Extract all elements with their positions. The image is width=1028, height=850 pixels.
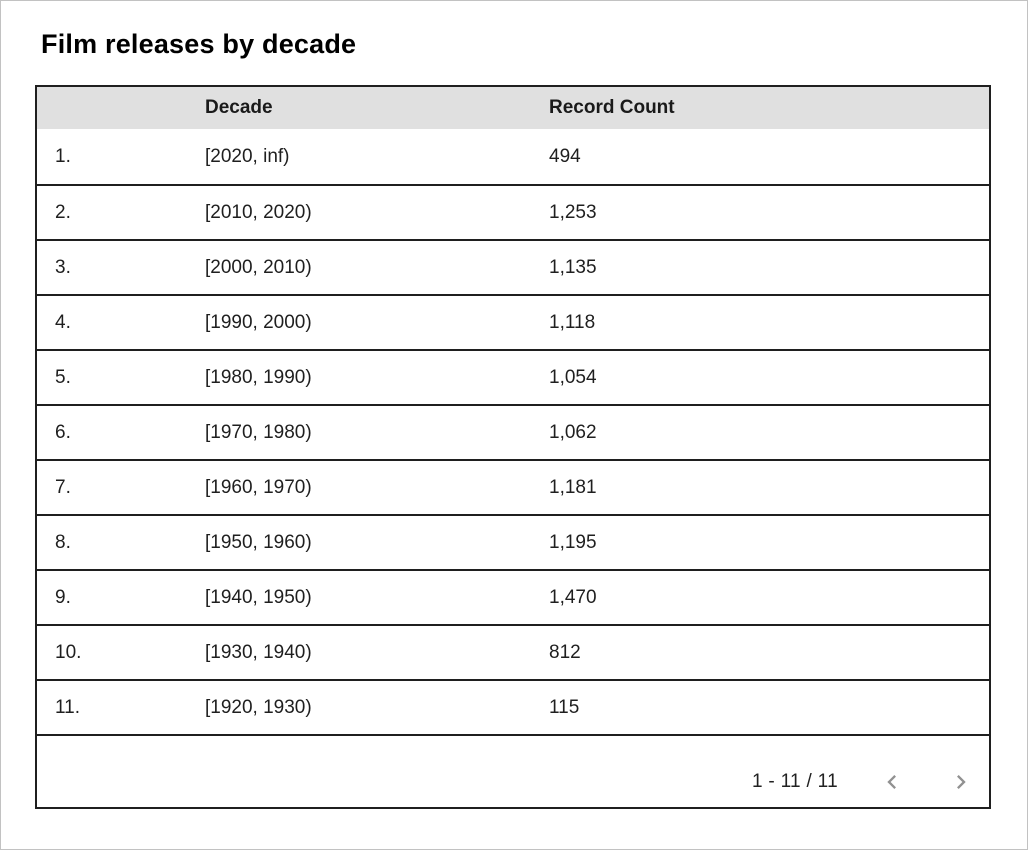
row-index: 7. (55, 476, 71, 498)
cell-decade: [1940, 1950) (205, 586, 312, 608)
row-index: 10. (55, 641, 82, 663)
column-header-record-count[interactable]: Record Count (549, 97, 675, 118)
cell-record-count: 1,195 (549, 531, 597, 553)
table-row: 6. [1970, 1980) 1,062 (37, 404, 989, 459)
table-footer: 1 - 11 / 11 (37, 734, 989, 807)
pagination-prev-button[interactable] (878, 768, 906, 796)
table-row: 5. [1980, 1990) 1,054 (37, 349, 989, 404)
cell-record-count: 1,253 (549, 201, 597, 223)
cell-decade: [1950, 1960) (205, 531, 312, 553)
cell-decade: [2010, 2020) (205, 201, 312, 223)
cell-record-count: 812 (549, 641, 581, 663)
cell-record-count: 1,054 (549, 366, 597, 388)
table-row: 3. [2000, 2010) 1,135 (37, 239, 989, 294)
table-header-row: Decade Record Count (37, 87, 989, 129)
table-row: 8. [1950, 1960) 1,195 (37, 514, 989, 569)
cell-decade: [1970, 1980) (205, 421, 312, 443)
cell-decade: [1920, 1930) (205, 696, 312, 718)
row-index: 9. (55, 586, 71, 608)
table-row: 2. [2010, 2020) 1,253 (37, 184, 989, 239)
table-row: 10. [1930, 1940) 812 (37, 624, 989, 679)
row-index: 11. (55, 696, 81, 718)
cell-decade: [1930, 1940) (205, 641, 312, 663)
row-index: 1. (55, 145, 71, 167)
cell-decade: [2000, 2010) (205, 256, 312, 278)
table-row: 4. [1990, 2000) 1,118 (37, 294, 989, 349)
cell-record-count: 1,135 (549, 256, 597, 278)
cell-record-count: 494 (549, 145, 581, 167)
table-row: 1. [2020, inf) 494 (37, 129, 989, 184)
chevron-right-icon (957, 774, 966, 789)
pagination-next-button[interactable] (947, 768, 975, 796)
cell-record-count: 1,118 (549, 311, 596, 333)
pagination-range-label: 1 - 11 / 11 (751, 770, 838, 792)
cell-decade: [1980, 1990) (205, 366, 312, 388)
chart-title: Film releases by decade (41, 29, 357, 59)
table-row: 7. [1960, 1970) 1,181 (37, 459, 989, 514)
row-index: 4. (55, 311, 71, 333)
table-row: 11. [1920, 1930) 115 (37, 679, 989, 734)
cell-decade: [1990, 2000) (205, 311, 312, 333)
cell-record-count: 1,470 (549, 586, 597, 608)
cell-record-count: 1,181 (549, 476, 597, 498)
cell-decade: [2020, inf) (205, 145, 290, 167)
row-index: 3. (55, 256, 71, 278)
table-chart: Decade Record Count 1. [2020, inf) 494 2… (35, 85, 991, 809)
row-index: 6. (55, 421, 71, 443)
cell-record-count: 1,062 (549, 421, 597, 443)
chevron-left-icon (887, 774, 896, 789)
column-header-decade[interactable]: Decade (205, 97, 273, 118)
row-index: 5. (55, 366, 71, 388)
cell-record-count: 115 (549, 696, 580, 718)
cell-decade: [1960, 1970) (205, 476, 312, 498)
row-index: 8. (55, 531, 71, 553)
table-row: 9. [1940, 1950) 1,470 (37, 569, 989, 624)
row-index: 2. (55, 201, 71, 223)
